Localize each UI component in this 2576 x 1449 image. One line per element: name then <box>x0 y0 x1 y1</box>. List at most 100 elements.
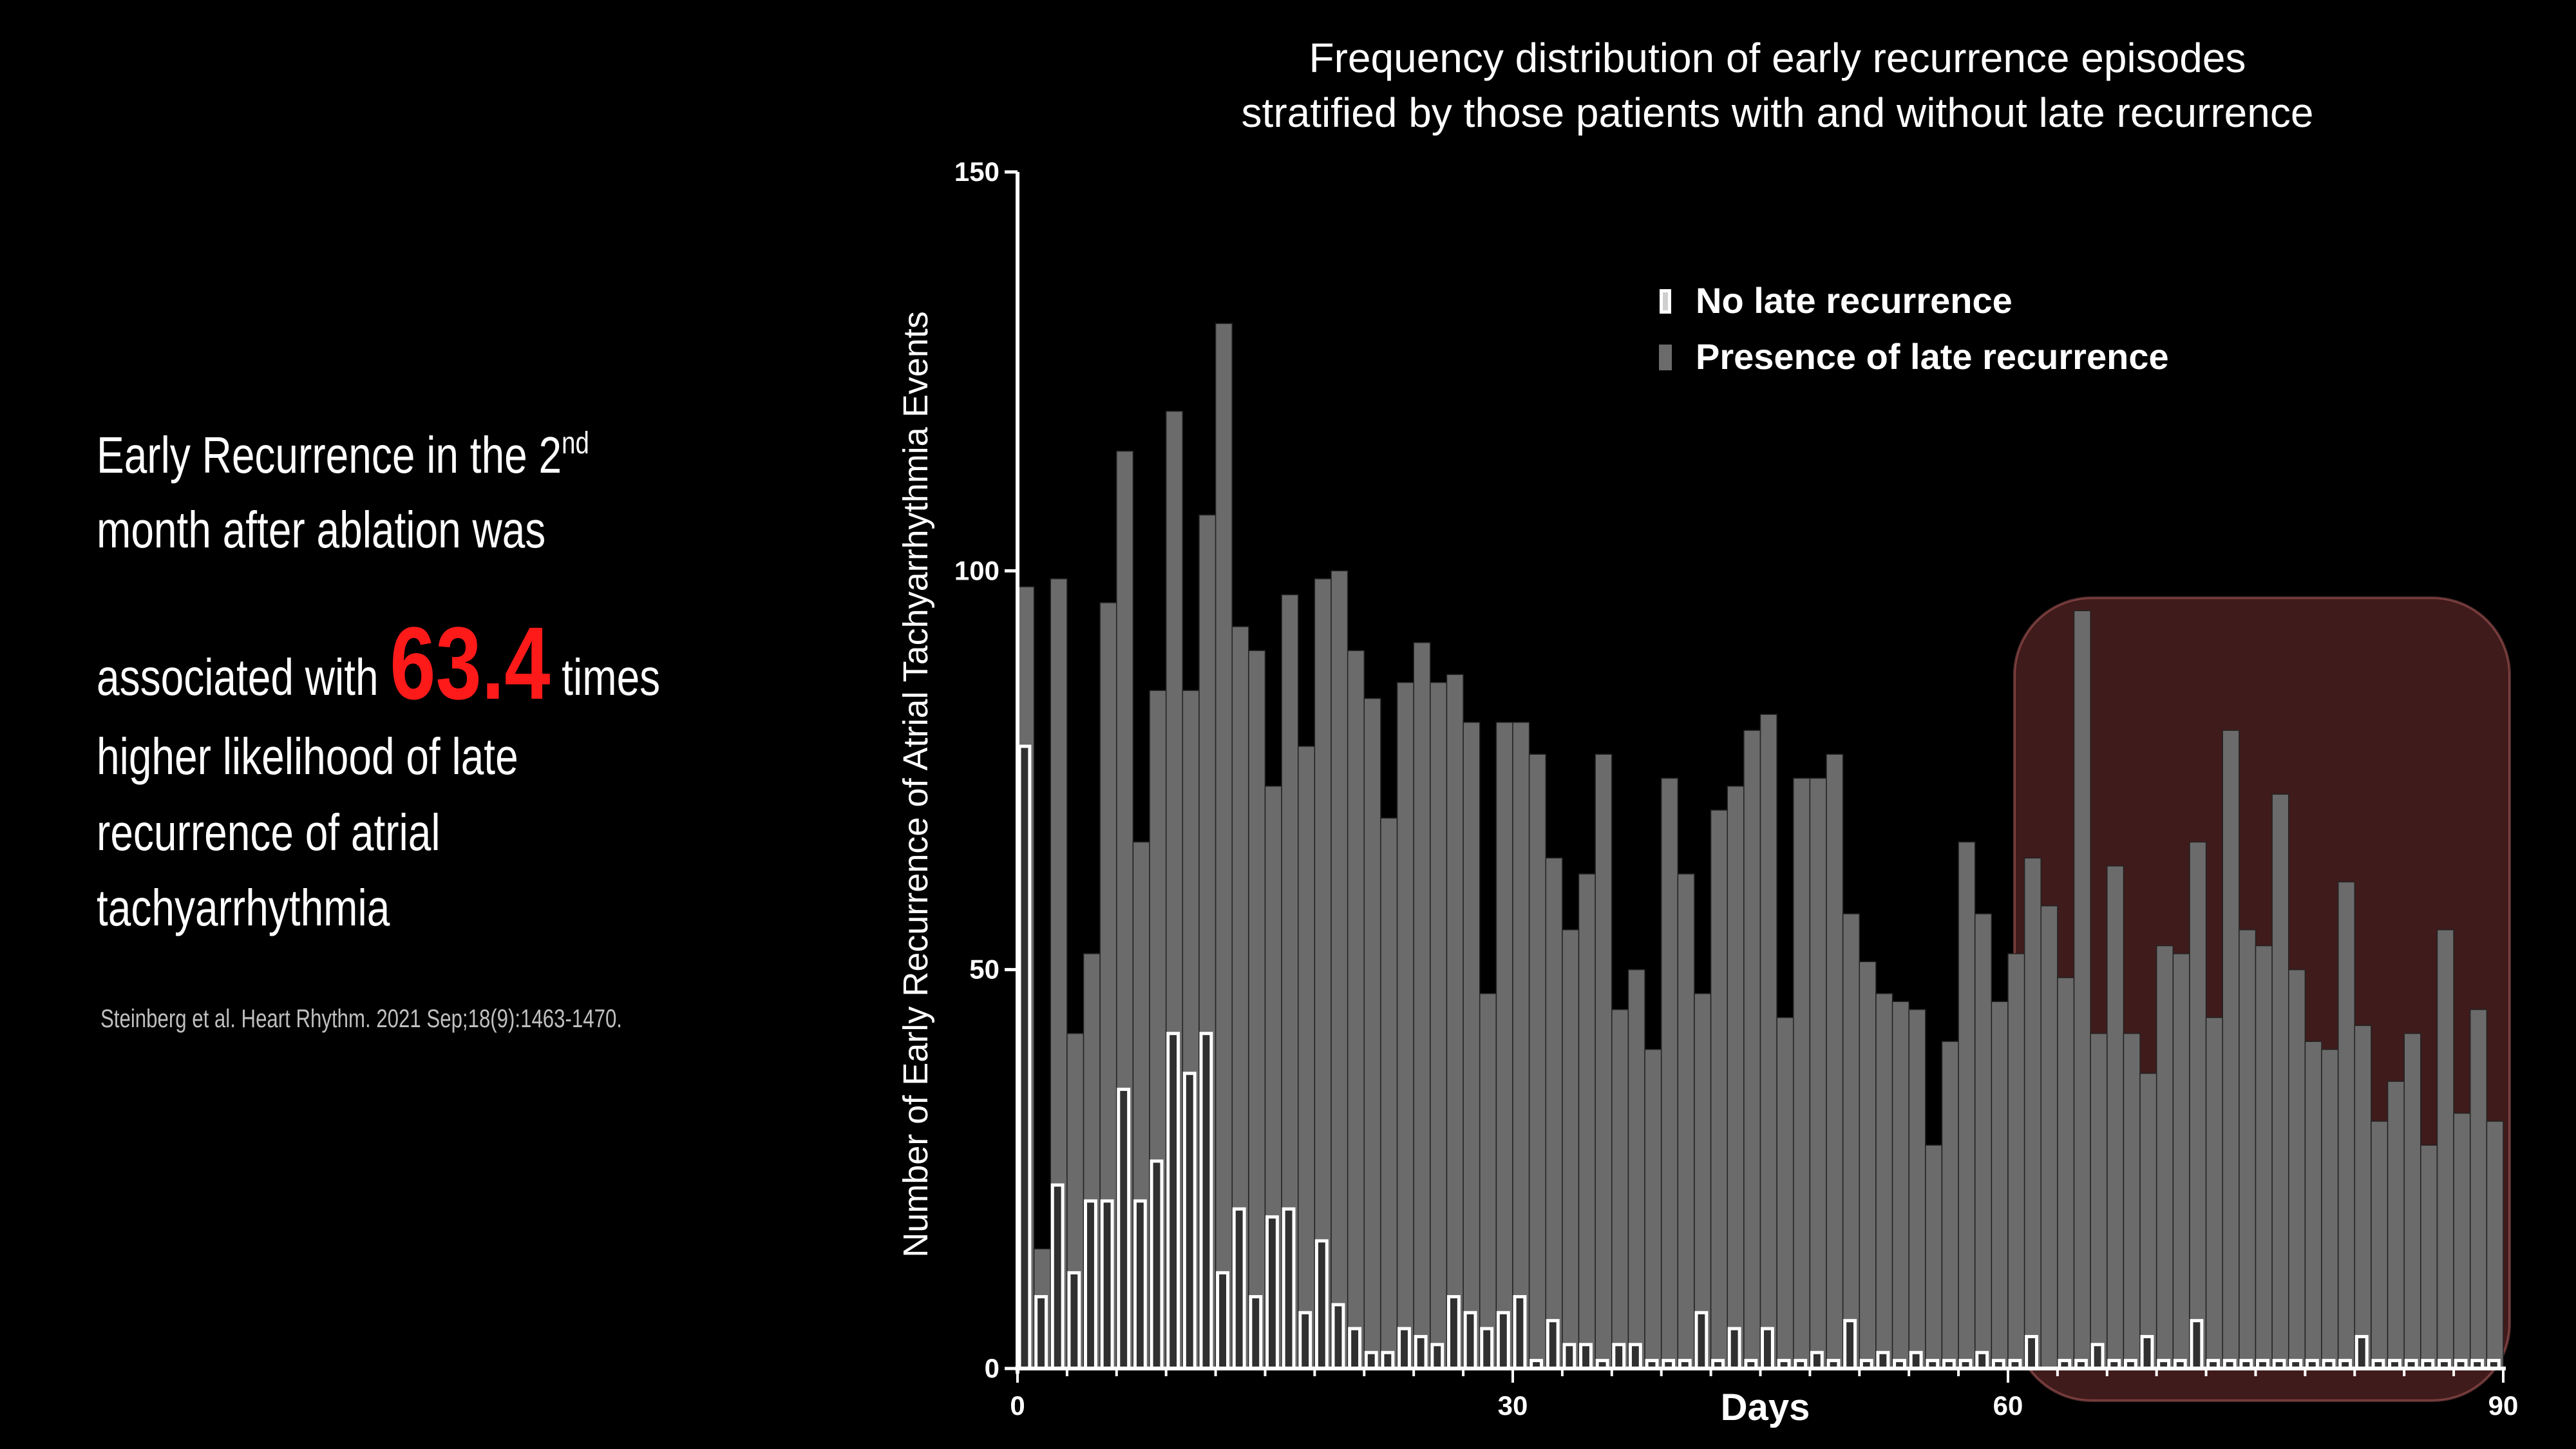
summary-line-3-post: times <box>550 649 661 706</box>
bar-no-late-day-48 <box>1810 1350 1824 1370</box>
bar-no-late-day-68 <box>2140 1334 2154 1370</box>
bar-late-day-60 <box>2007 953 2025 1369</box>
bar-late-day-79 <box>2321 1048 2339 1369</box>
bar-late-day-46 <box>1776 1017 1794 1369</box>
bar-late-day-20 <box>1347 650 1365 1369</box>
bar-no-late-day-30 <box>1513 1295 1527 1370</box>
bar-no-late-day-52 <box>1876 1350 1890 1370</box>
x-tick-label-30: 30 <box>1498 1390 1528 1421</box>
y-tick-label-0: 0 <box>985 1353 999 1383</box>
bar-no-late-day-33 <box>1562 1343 1577 1370</box>
bar-late-day-32 <box>1545 857 1563 1369</box>
bar-late-day-75 <box>2255 945 2273 1369</box>
bar-no-late-day-41 <box>1694 1311 1709 1370</box>
bar-late-day-63 <box>2057 977 2075 1369</box>
bar-late-day-89 <box>2486 1121 2504 1369</box>
bar-no-late-day-25 <box>1430 1343 1444 1370</box>
axes: 0 50 100 150 0 30 60 90 <box>954 156 2518 1421</box>
bar-no-late-day-34 <box>1579 1343 1593 1370</box>
bar-late-day-68 <box>2139 1072 2157 1369</box>
bar-no-late-day-5 <box>1100 1199 1114 1370</box>
bar-late-day-21 <box>1363 697 1381 1369</box>
legend-label-no-late-recurrence: No late recurrence <box>1696 280 2012 321</box>
summary-line-4: higher likelihood of late <box>97 728 518 785</box>
bar-no-late-day-3 <box>1067 1271 1081 1370</box>
legend-swatch-inner <box>1663 292 1668 310</box>
bar-late-day-42 <box>1710 810 1728 1369</box>
bar-late-day-73 <box>2222 730 2240 1369</box>
summary-line-3: associated with 63.4 times <box>97 612 660 715</box>
bar-late-day-64 <box>2073 610 2091 1369</box>
highlight-statistic: 63.4 <box>390 605 551 721</box>
y-axis-label: Number of Early Recurrence of Atrial Tac… <box>896 311 935 1258</box>
bar-late-day-85 <box>2420 1144 2438 1369</box>
bar-no-late-day-8 <box>1150 1159 1164 1370</box>
bar-late-day-36 <box>1611 1009 1629 1369</box>
bar-late-day-82 <box>2371 1121 2389 1369</box>
bar-no-late-day-58 <box>1975 1350 1989 1370</box>
bar-late-day-52 <box>1875 993 1893 1369</box>
bar-no-late-day-23 <box>1397 1327 1411 1370</box>
bar-no-late-day-27 <box>1463 1311 1477 1370</box>
bar-late-day-17 <box>1298 746 1316 1369</box>
bar-no-late-day-9 <box>1166 1032 1180 1370</box>
bar-no-late-day-24 <box>1414 1334 1428 1370</box>
bar-late-day-37 <box>1627 969 1645 1369</box>
bar-late-day-56 <box>1941 1041 1959 1369</box>
bar-late-day-58 <box>1974 913 1993 1369</box>
bar-late-day-44 <box>1743 730 1761 1369</box>
x-tick-label-0: 0 <box>1010 1390 1025 1421</box>
bar-late-day-33 <box>1562 929 1580 1369</box>
bar-late-day-51 <box>1859 961 1877 1369</box>
bar-no-late-day-22 <box>1381 1350 1395 1370</box>
bar-late-day-47 <box>1793 777 1811 1369</box>
bar-no-late-day-15 <box>1265 1215 1279 1370</box>
bar-late-day-25 <box>1430 681 1448 1369</box>
bar-no-late-day-65 <box>2090 1343 2105 1370</box>
bar-late-day-67 <box>2123 1033 2141 1369</box>
bar-late-day-27 <box>1463 721 1481 1369</box>
bar-late-day-35 <box>1595 753 1613 1369</box>
bar-late-day-77 <box>2288 969 2306 1369</box>
legend-label-presence-of-late-recurrence: Presence of late recurrence <box>1696 336 2169 377</box>
citation: Steinberg et al. Heart Rhythm. 2021 Sep;… <box>100 1005 622 1033</box>
bar-no-late-day-16 <box>1282 1207 1296 1370</box>
bar-no-late-day-43 <box>1727 1327 1741 1370</box>
bar-late-day-54 <box>1908 1009 1926 1369</box>
bar-no-late-day-11 <box>1199 1032 1213 1370</box>
bar-late-day-34 <box>1578 873 1596 1369</box>
bar-no-late-day-17 <box>1298 1311 1312 1370</box>
bar-late-day-30 <box>1512 721 1530 1369</box>
bar-late-day-80 <box>2337 881 2356 1369</box>
bar-late-day-55 <box>1925 1144 1943 1369</box>
x-tick-label-60: 60 <box>1993 1390 2023 1421</box>
bar-late-day-22 <box>1380 817 1398 1369</box>
bar-no-late-day-19 <box>1331 1303 1345 1370</box>
bar-late-day-14 <box>1248 650 1266 1369</box>
bar-late-day-87 <box>2453 1112 2471 1369</box>
bar-no-late-day-26 <box>1446 1295 1461 1370</box>
summary-line-3-pre: associated with <box>97 649 390 706</box>
bar-late-day-40 <box>1677 873 1695 1369</box>
bar-late-day-43 <box>1727 786 1745 1369</box>
bar-late-day-74 <box>2239 929 2257 1369</box>
bar-no-late-day-10 <box>1182 1072 1197 1370</box>
bar-late-day-23 <box>1396 681 1414 1369</box>
bar-no-late-day-61 <box>2025 1334 2039 1370</box>
legend: No late recurrence Presence of late recu… <box>1658 280 2169 377</box>
bar-late-day-84 <box>2403 1033 2421 1369</box>
bar-no-late-day-4 <box>1084 1199 1097 1370</box>
bar-late-day-26 <box>1446 674 1464 1369</box>
y-tick-label-50: 50 <box>969 954 999 985</box>
bar-late-day-86 <box>2436 929 2454 1369</box>
bar-no-late-day-71 <box>2190 1319 2204 1370</box>
bar-no-late-day-29 <box>1496 1311 1510 1370</box>
bar-no-late-day-6 <box>1117 1087 1131 1370</box>
bar-late-day-12 <box>1215 323 1233 1369</box>
bar-no-late-day-37 <box>1628 1343 1642 1370</box>
bar-no-late-day-0 <box>1018 744 1032 1370</box>
bar-late-day-69 <box>2155 945 2174 1369</box>
bar-late-day-71 <box>2189 841 2207 1369</box>
bar-late-day-53 <box>1891 1001 1909 1369</box>
summary-line-1: Early Recurrence in the 2nd <box>97 428 589 481</box>
